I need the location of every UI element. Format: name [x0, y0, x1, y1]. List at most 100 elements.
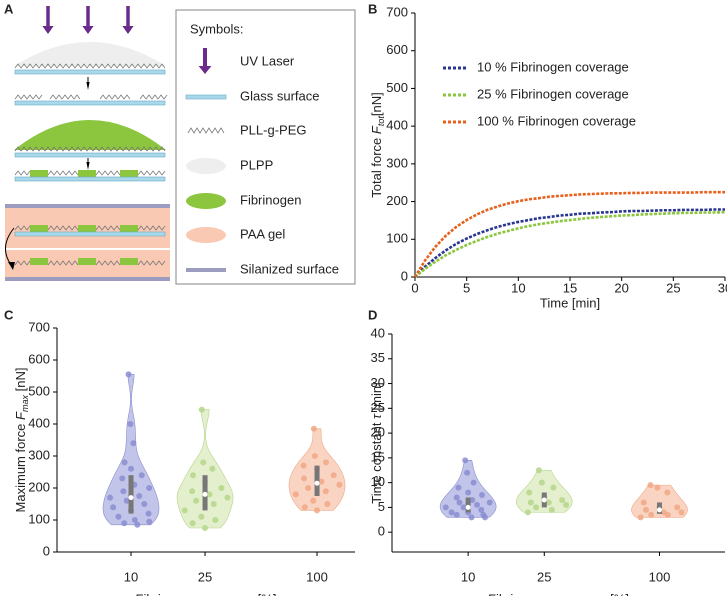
- data-point: [107, 494, 114, 501]
- data-point: [202, 525, 209, 531]
- pll-g-peg: [14, 260, 31, 266]
- data-point: [453, 511, 460, 518]
- data-point: [120, 488, 127, 495]
- data-point: [465, 489, 472, 496]
- data-point: [193, 497, 200, 504]
- fibrinogen-patch: [30, 225, 48, 232]
- y-label-sub: max: [20, 395, 30, 413]
- data-point: [648, 511, 655, 518]
- data-point: [209, 465, 216, 472]
- pll-g-peg: [49, 94, 81, 100]
- y-label-unit: [nN]: [369, 92, 384, 116]
- data-point: [310, 425, 317, 432]
- data-point: [535, 467, 542, 474]
- fibrinogen: [14, 120, 166, 150]
- legend-label: 25 % Fibrinogen coverage: [477, 86, 629, 101]
- data-point: [647, 482, 654, 489]
- data-point: [200, 459, 207, 466]
- x-tick-label: 30: [718, 280, 727, 295]
- data-point: [189, 488, 196, 495]
- fibrinogen-patch: [30, 258, 48, 265]
- data-point: [301, 475, 308, 482]
- y-tick-label: 0: [378, 524, 385, 539]
- symbol-label: Glass surface: [240, 88, 319, 103]
- data-point: [181, 507, 188, 514]
- y-tick-label: 700: [386, 4, 408, 19]
- glass-surface: [14, 152, 166, 158]
- data-point: [526, 489, 533, 496]
- silanized-icon: [186, 268, 226, 272]
- data-point: [453, 494, 460, 501]
- data-point: [318, 478, 325, 485]
- x-tick-label: 15: [563, 280, 577, 295]
- data-point: [224, 494, 231, 501]
- data-point: [478, 506, 485, 513]
- data-point: [548, 506, 555, 513]
- data-point: [121, 459, 128, 466]
- pll-g-peg: [95, 225, 121, 231]
- data-point: [479, 492, 486, 499]
- pll-g-peg: [14, 63, 166, 69]
- data-point: [654, 484, 661, 491]
- median: [314, 480, 320, 486]
- y-tick-label: 700: [28, 319, 50, 334]
- median: [541, 497, 547, 503]
- data-point: [322, 459, 329, 466]
- symbols-title: Symbols:: [190, 21, 243, 36]
- data-point: [310, 497, 317, 504]
- data-point: [198, 513, 205, 520]
- data-point: [664, 489, 671, 496]
- pll-g-peg: [99, 94, 131, 100]
- x-tick-label: 25: [537, 569, 551, 584]
- data-point: [146, 485, 153, 491]
- x-axis-label: Time [min]: [540, 295, 600, 310]
- data-point: [314, 507, 321, 514]
- data-point: [533, 504, 540, 511]
- data-point: [486, 499, 493, 506]
- data-point: [130, 440, 137, 447]
- x-axis-label: Fibrinogen coverage [%]: [488, 591, 629, 596]
- data-point: [643, 506, 650, 513]
- silanized: [5, 277, 170, 281]
- y-axis-label: Time constant τ [min]: [369, 382, 384, 503]
- y-tick-label: 100: [28, 511, 50, 526]
- y-tick-label: 15: [371, 449, 385, 464]
- paa-icon: [186, 227, 226, 243]
- data-point: [145, 510, 152, 517]
- arrow-head: [86, 82, 90, 90]
- x-tick-label: 25: [666, 280, 680, 295]
- data-point: [460, 504, 467, 511]
- data-point: [538, 479, 545, 486]
- x-tick-label: 10: [511, 280, 525, 295]
- legend-label: 100 % Fibrinogen coverage: [477, 113, 636, 128]
- legend-label: 10 % Fibrinogen coverage: [477, 59, 629, 74]
- data-point: [131, 517, 138, 523]
- symbol-label: Fibrinogen: [240, 192, 301, 207]
- glass-surface: [14, 100, 166, 106]
- symbol-label: UV Laser: [240, 53, 295, 68]
- data-point: [218, 485, 225, 491]
- pll-g-peg: [95, 260, 121, 266]
- x-tick-label: 10: [461, 569, 475, 584]
- y-tick-label: 100: [386, 231, 408, 246]
- symbol-label: PAA gel: [240, 226, 285, 241]
- data-point: [637, 514, 644, 521]
- y-tick-label: 400: [386, 118, 408, 133]
- data-point: [550, 484, 557, 491]
- x-axis-label: Fibrinogen coverage [%]: [136, 591, 277, 596]
- data-point: [141, 501, 148, 507]
- panel-label: C: [4, 307, 14, 322]
- arrow-head: [198, 66, 212, 74]
- y-tick-label: 400: [28, 415, 50, 430]
- arrow-head: [8, 262, 15, 270]
- arrow-head: [122, 26, 134, 34]
- y-tick-label: 500: [386, 80, 408, 95]
- fibrinogen-patch: [78, 225, 96, 232]
- data-point: [121, 520, 128, 527]
- data-point: [292, 491, 299, 498]
- y-axis-label: Total force Ftot[nN]: [369, 92, 386, 197]
- line-series: [414, 210, 726, 279]
- data-point: [470, 479, 477, 486]
- y-axis-label: Maximum force Fmax [nN]: [13, 368, 30, 513]
- data-point: [324, 501, 331, 507]
